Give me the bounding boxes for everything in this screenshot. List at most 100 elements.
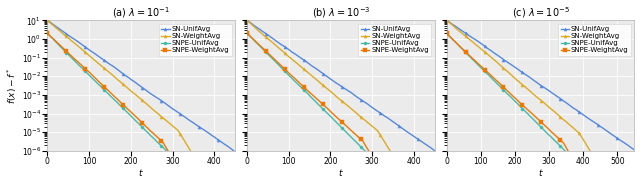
SNPE-UnifAvg <box>498 87 506 89</box>
SNPE-WeightAvg <box>374 166 381 168</box>
SN-UnifAvg <box>223 145 230 147</box>
X-axis label: $t$: $t$ <box>338 167 344 178</box>
SN-WeightAvg <box>406 168 413 171</box>
SNPE-WeightAvg <box>401 168 409 171</box>
SN-UnifAvg <box>431 150 438 152</box>
SN-UnifAvg <box>100 59 108 61</box>
SNPE-WeightAvg <box>577 168 585 171</box>
SN-UnifAvg <box>269 37 276 39</box>
Line: SN-WeightAvg: SN-WeightAvg <box>445 19 636 171</box>
SN-WeightAvg <box>231 168 239 171</box>
SN-UnifAvg <box>534 82 542 84</box>
SN-WeightAvg <box>425 168 433 171</box>
Title: (c) $\lambda = 10^{-5}$: (c) $\lambda = 10^{-5}$ <box>511 6 570 20</box>
SNPE-WeightAvg <box>44 32 51 34</box>
SNPE-WeightAvg <box>174 167 182 169</box>
Line: SNPE-WeightAvg: SNPE-WeightAvg <box>445 32 636 171</box>
Line: SN-WeightAvg: SN-WeightAvg <box>46 19 237 171</box>
SNPE-UnifAvg <box>431 168 438 171</box>
Legend: SN-UnifAvg, SN-WeightAvg, SNPE-UnifAvg, SNPE-WeightAvg: SN-UnifAvg, SN-WeightAvg, SNPE-UnifAvg, … <box>558 24 631 56</box>
SNPE-WeightAvg <box>498 84 506 86</box>
Line: SNPE-WeightAvg: SNPE-WeightAvg <box>246 32 436 171</box>
SN-UnifAvg <box>404 131 412 133</box>
Line: SN-WeightAvg: SN-WeightAvg <box>246 19 436 171</box>
SNPE-UnifAvg <box>202 168 209 171</box>
SN-WeightAvg <box>630 168 638 171</box>
SN-WeightAvg <box>174 130 182 132</box>
SNPE-UnifAvg <box>269 57 276 60</box>
SN-UnifAvg <box>69 37 77 39</box>
SN-UnifAvg <box>231 151 239 153</box>
Title: (a) $\lambda = 10^{-1}$: (a) $\lambda = 10^{-1}$ <box>112 6 170 20</box>
Line: SN-UnifAvg: SN-UnifAvg <box>246 19 436 152</box>
SNPE-WeightAvg <box>225 168 233 171</box>
SNPE-WeightAvg <box>443 32 451 34</box>
SNPE-UnifAvg <box>183 168 191 171</box>
Legend: SN-UnifAvg, SN-WeightAvg, SNPE-UnifAvg, SNPE-WeightAvg: SN-UnifAvg, SN-WeightAvg, SNPE-UnifAvg, … <box>159 24 232 56</box>
Legend: SN-UnifAvg, SN-WeightAvg, SNPE-UnifAvg, SNPE-WeightAvg: SN-UnifAvg, SN-WeightAvg, SNPE-UnifAvg, … <box>358 24 431 56</box>
SNPE-WeightAvg <box>529 113 536 115</box>
SN-WeightAvg <box>202 168 209 171</box>
SNPE-UnifAvg <box>529 118 536 120</box>
SNPE-UnifAvg <box>627 168 635 171</box>
SN-WeightAvg <box>620 168 628 171</box>
SN-WeightAvg <box>269 41 276 43</box>
SNPE-WeightAvg <box>100 86 108 88</box>
SN-UnifAvg <box>399 128 407 130</box>
SNPE-WeightAvg <box>425 168 433 171</box>
SNPE-UnifAvg <box>300 89 308 91</box>
SNPE-UnifAvg <box>580 168 588 171</box>
SN-WeightAvg <box>200 168 207 171</box>
SNPE-UnifAvg <box>69 58 77 60</box>
Title: (b) $\lambda = 10^{-3}$: (b) $\lambda = 10^{-3}$ <box>312 6 370 20</box>
SN-WeightAvg <box>627 168 635 171</box>
SN-UnifAvg <box>618 141 626 143</box>
SN-WeightAvg <box>575 132 583 134</box>
SNPE-UnifAvg <box>231 168 239 171</box>
SNPE-UnifAvg <box>243 32 251 34</box>
SNPE-WeightAvg <box>534 118 542 120</box>
SNPE-WeightAvg <box>431 168 438 171</box>
SNPE-WeightAvg <box>177 168 184 171</box>
SN-UnifAvg <box>44 19 51 22</box>
SN-WeightAvg <box>44 19 51 22</box>
Line: SN-UnifAvg: SN-UnifAvg <box>46 19 237 153</box>
SN-WeightAvg <box>443 19 451 22</box>
SN-WeightAvg <box>225 168 233 171</box>
SNPE-UnifAvg <box>534 123 542 125</box>
SNPE-WeightAvg <box>406 168 413 171</box>
SNPE-UnifAvg <box>174 161 182 163</box>
SNPE-UnifAvg <box>620 168 628 171</box>
SNPE-UnifAvg <box>100 89 108 91</box>
SNPE-UnifAvg <box>630 168 638 171</box>
SN-WeightAvg <box>399 168 407 171</box>
SN-WeightAvg <box>598 168 605 171</box>
SN-WeightAvg <box>206 168 214 171</box>
SNPE-WeightAvg <box>620 168 628 171</box>
SNPE-UnifAvg <box>443 32 451 34</box>
Line: SNPE-UnifAvg: SNPE-UnifAvg <box>445 32 636 171</box>
SNPE-WeightAvg <box>376 168 384 171</box>
SN-WeightAvg <box>100 67 108 69</box>
SN-UnifAvg <box>498 57 506 59</box>
SN-WeightAvg <box>243 19 251 22</box>
SNPE-UnifAvg <box>380 168 388 171</box>
SNPE-UnifAvg <box>425 168 433 171</box>
SN-UnifAvg <box>174 112 182 114</box>
SNPE-WeightAvg <box>300 86 308 88</box>
SN-UnifAvg <box>422 144 430 146</box>
SN-UnifAvg <box>243 19 251 22</box>
SN-UnifAvg <box>300 59 308 61</box>
SN-UnifAvg <box>443 19 451 22</box>
SN-WeightAvg <box>529 93 536 95</box>
SNPE-WeightAvg <box>202 168 209 171</box>
SN-WeightAvg <box>498 66 506 68</box>
SNPE-WeightAvg <box>231 168 239 171</box>
SN-WeightAvg <box>534 97 542 99</box>
Y-axis label: $f(x) - f^*$: $f(x) - f^*$ <box>6 67 19 104</box>
SN-WeightAvg <box>300 68 308 70</box>
SNPE-UnifAvg <box>225 168 233 171</box>
SNPE-UnifAvg <box>44 32 51 34</box>
SN-WeightAvg <box>431 168 438 171</box>
Line: SNPE-UnifAvg: SNPE-UnifAvg <box>46 32 237 171</box>
